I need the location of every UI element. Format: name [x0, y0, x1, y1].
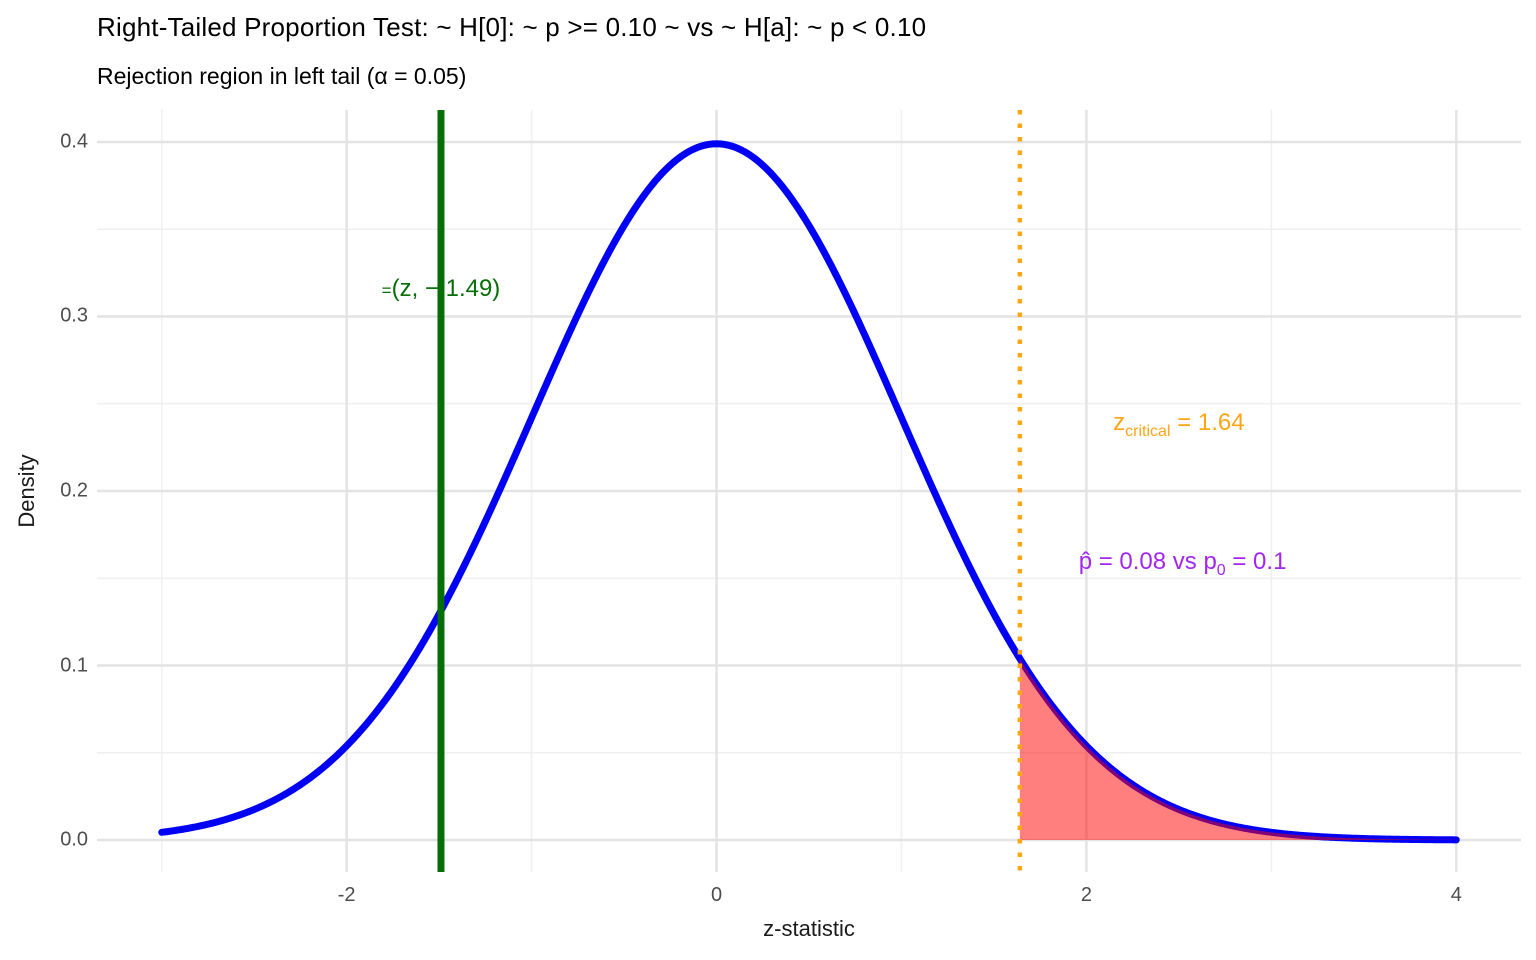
y-tick-label: 0.4 — [60, 130, 88, 153]
rejection-region — [1019, 658, 1457, 841]
y-tick-label: 0.1 — [60, 654, 88, 677]
test-statistic-label: =(z, − 1.49) — [382, 275, 501, 303]
test-statistic-label-eq: = — [381, 280, 392, 300]
test-statistic-label-body: (z, − 1.49) — [391, 274, 501, 302]
x-tick-label: 0 — [710, 884, 723, 906]
x-tick-label: -2 — [337, 884, 356, 906]
y-tick-label: 0.3 — [60, 304, 88, 327]
critical-value-label-rest: = 1.64 — [1170, 408, 1245, 436]
x-tick-label: 2 — [1080, 884, 1092, 906]
y-tick-label: 0.0 — [60, 828, 88, 851]
plot-subtitle: Rejection region in left tail (α = 0.05) — [97, 63, 467, 89]
x-tick-label: 4 — [1450, 884, 1462, 906]
critical-value-label-sub: critical — [1125, 422, 1171, 440]
p-hat-vs-p0-label: p̂ = 0.08 vs p0 = 0.1 — [1079, 548, 1287, 580]
plot-title: Right-Tailed Proportion Test: ~ H[0]: ~ … — [97, 12, 927, 42]
density-curve — [158, 140, 1460, 844]
p-hat-vs-p0-label-rest: = 0.1 — [1225, 548, 1287, 576]
y-tick-label: 0.2 — [60, 479, 88, 502]
critical-value-label-base: z — [1113, 408, 1126, 436]
x-axis-title: z-statistic — [763, 916, 855, 941]
p-hat-vs-p0-label-lead: p̂ = 0.08 vs p — [1078, 548, 1217, 576]
p-hat-vs-p0-label-sub: 0 — [1216, 562, 1226, 580]
critical-value-label: zcritical = 1.64 — [1113, 409, 1244, 441]
